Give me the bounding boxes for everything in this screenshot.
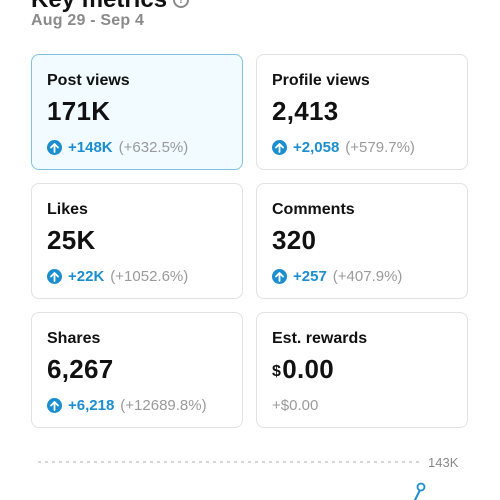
metric-delta: +148K <box>68 139 113 156</box>
header: Key metrics ? <box>31 0 190 14</box>
metric-change: +2,058 (+579.7%) <box>272 139 415 156</box>
chart-point <box>416 482 426 492</box>
metric-value: $0.00 <box>272 354 334 385</box>
metric-card-likes[interactable]: Likes 25K +22K (+1052.6%) <box>31 183 243 299</box>
metric-label: Likes <box>47 201 88 218</box>
metric-value: 320 <box>272 225 317 255</box>
title-text: Key metrics <box>31 0 167 14</box>
metric-percent: (+407.9%) <box>332 268 403 285</box>
metric-value: 6,267 <box>47 354 114 384</box>
metric-value: 171K <box>47 96 111 126</box>
metric-change: +6,218 (+12689.8%) <box>47 397 207 414</box>
metric-delta: +$0.00 <box>272 397 319 414</box>
metric-change: +148K (+632.5%) <box>47 139 188 156</box>
page-title: Key metrics ? <box>31 0 190 14</box>
metric-delta: +6,218 <box>68 397 115 414</box>
arrow-up-icon <box>47 398 62 413</box>
arrow-up-icon <box>272 269 287 284</box>
currency-symbol: $ <box>272 363 282 380</box>
metric-delta: +22K <box>68 268 105 285</box>
metric-card-shares[interactable]: Shares 6,267 +6,218 (+12689.8%) <box>31 312 243 428</box>
metric-change: +22K (+1052.6%) <box>47 268 188 285</box>
views-chart: 143K <box>38 455 459 500</box>
metric-label: Comments <box>272 201 355 218</box>
metric-value: 2,413 <box>272 96 339 126</box>
metric-change: +$0.00 <box>272 397 318 414</box>
arrow-up-icon <box>47 269 62 284</box>
metric-percent: (+579.7%) <box>345 139 415 156</box>
metric-card-profile-views[interactable]: Profile views 2,413 +2,058 (+579.7%) <box>256 54 468 170</box>
metric-delta: +257 <box>293 268 327 285</box>
metric-label: Profile views <box>272 72 370 89</box>
metric-value-number: 0.00 <box>282 354 335 384</box>
metric-change: +257 (+407.9%) <box>272 268 402 285</box>
chart-max-label: 143K <box>428 455 459 470</box>
arrow-up-icon <box>272 140 287 155</box>
date-range: Aug 29 - Sep 4 <box>31 12 145 29</box>
metric-label: Shares <box>47 330 101 347</box>
metric-label: Est. rewards <box>272 330 368 347</box>
metric-delta: +2,058 <box>293 139 340 156</box>
metric-percent: (+1052.6%) <box>110 268 189 285</box>
metric-card-est-rewards[interactable]: Est. rewards $0.00 +$0.00 <box>256 312 468 428</box>
chart-series-line <box>413 487 422 500</box>
info-icon[interactable]: ? <box>173 0 190 8</box>
metric-card-post-views[interactable]: Post views 171K +148K (+632.5%) <box>31 54 243 170</box>
metric-card-comments[interactable]: Comments 320 +257 (+407.9%) <box>256 183 468 299</box>
metric-label: Post views <box>47 72 130 89</box>
metric-value: 25K <box>47 225 96 255</box>
metric-percent: (+632.5%) <box>118 139 189 156</box>
arrow-up-icon <box>47 140 62 155</box>
metric-percent: (+12689.8%) <box>120 397 207 414</box>
